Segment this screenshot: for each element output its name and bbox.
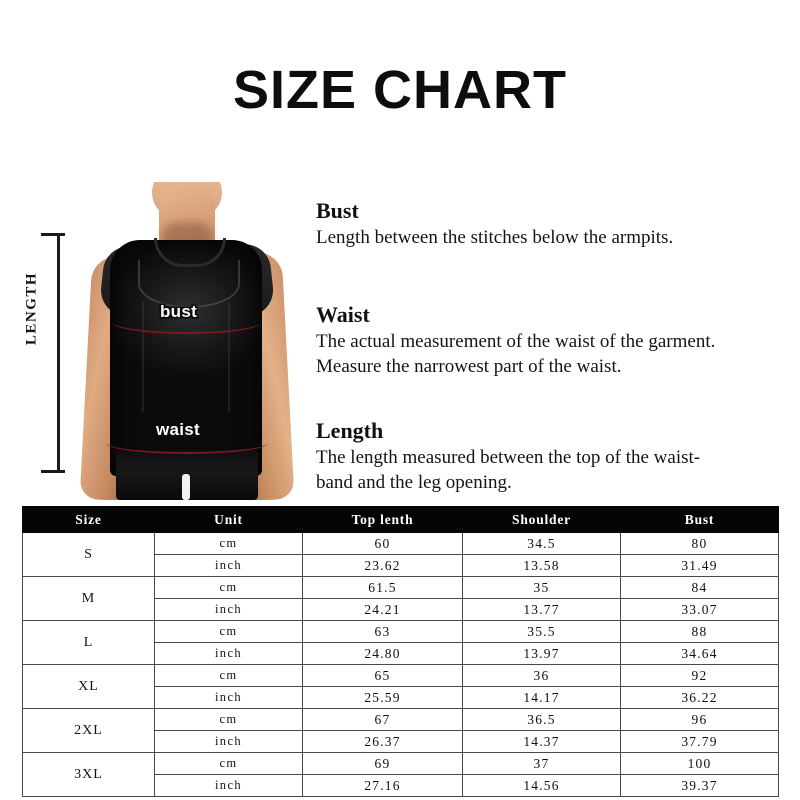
description-length-heading: Length [316, 418, 384, 443]
page-title: SIZE CHART [233, 60, 567, 120]
cell-top-lenth: 26.37 [302, 730, 463, 753]
length-axis-label: LENGTH [23, 271, 40, 346]
cell-shoulder: 36.5 [462, 708, 621, 731]
cell-unit: inch [154, 598, 303, 621]
cell-top-lenth: 61.5 [302, 576, 463, 599]
column-header-size: Size [22, 506, 155, 533]
cell-bust: 92 [620, 664, 779, 687]
table-row: 2XL cm 67 36.5 96 [22, 708, 779, 753]
table-row: XL cm 65 36 92 [22, 664, 779, 709]
cell-bust: 33.07 [620, 598, 779, 621]
length-measure-bracket [38, 233, 65, 473]
cell-unit: cm [154, 708, 303, 731]
cell-shoulder: 35 [462, 576, 621, 599]
cell-unit: inch [154, 774, 303, 797]
column-header-unit: Unit [154, 506, 303, 533]
cell-unit: inch [154, 554, 303, 577]
bust-measure-line [112, 310, 262, 334]
cell-size: 3XL [22, 752, 155, 797]
cell-bust: 80 [620, 532, 779, 555]
cell-unit: inch [154, 686, 303, 709]
column-header-shoulder: Shoulder [462, 506, 621, 533]
cell-top-lenth: 67 [302, 708, 463, 731]
cell-top-lenth: 24.80 [302, 642, 463, 665]
cell-bust: 39.37 [620, 774, 779, 797]
cell-bust: 36.22 [620, 686, 779, 709]
column-header-top-lenth: Top lenth [302, 506, 463, 533]
bust-label: bust [160, 302, 198, 321]
description-waist: Waist The actual measurement of the wais… [316, 302, 786, 379]
cell-unit: cm [154, 752, 303, 775]
cell-top-lenth: 24.21 [302, 598, 463, 621]
length-bracket-bottom-tick [41, 470, 65, 473]
description-waist-heading: Waist [316, 302, 370, 327]
table-header-row: Size Unit Top lenth Shoulder Bust [22, 506, 779, 533]
cell-top-lenth: 60 [302, 532, 463, 555]
cell-unit: inch [154, 730, 303, 753]
cell-bust: 34.64 [620, 642, 779, 665]
length-bracket-stem [57, 233, 60, 473]
cell-unit: cm [154, 664, 303, 687]
cell-shoulder: 14.37 [462, 730, 621, 753]
cell-size: M [22, 576, 155, 621]
garment-right-panel-seam [228, 302, 230, 412]
description-waist-line-2: Measure the narrowest part of the waist. [316, 355, 622, 377]
cell-size: 2XL [22, 708, 155, 753]
garment-chevron-seam [138, 260, 240, 308]
cell-top-lenth: 27.16 [302, 774, 463, 797]
cell-bust: 84 [620, 576, 779, 599]
waist-label: waist [156, 420, 201, 439]
description-bust-heading: Bust [316, 198, 359, 223]
table-row: 3XL cm 69 37 100 [22, 752, 779, 797]
cell-shoulder: 13.77 [462, 598, 621, 621]
garment-left-panel-seam [142, 302, 144, 412]
cell-unit: cm [154, 620, 303, 643]
table-row: inch 24.21 13.77 33.07 [23, 598, 779, 621]
table-header: Size Unit Top lenth Shoulder Bust [22, 506, 779, 533]
table-row: inch 26.37 14.37 37.79 [23, 730, 779, 753]
cell-top-lenth: 23.62 [302, 554, 463, 577]
model-leg-gap [182, 474, 190, 500]
cell-unit: inch [154, 642, 303, 665]
model-photo: bust waist [66, 182, 304, 500]
cell-shoulder: 37 [462, 752, 621, 775]
cell-size: XL [22, 664, 155, 709]
cell-shoulder: 13.97 [462, 642, 621, 665]
cell-shoulder: 14.56 [462, 774, 621, 797]
description-waist-line-1: The actual measurement of the waist of t… [316, 330, 716, 352]
waist-measure-line [106, 432, 268, 454]
cell-top-lenth: 69 [302, 752, 463, 775]
cell-shoulder: 13.58 [462, 554, 621, 577]
cell-shoulder: 14.17 [462, 686, 621, 709]
cell-bust: 31.49 [620, 554, 779, 577]
cell-unit: cm [154, 532, 303, 555]
description-bust-line-1: Length between the stitches below the ar… [316, 226, 674, 248]
cell-top-lenth: 63 [302, 620, 463, 643]
description-length-line-2: band and the leg opening. [316, 471, 512, 493]
cell-bust: 96 [620, 708, 779, 731]
cell-size: L [22, 620, 155, 665]
description-length: Length The length measured between the t… [316, 418, 786, 495]
cell-shoulder: 35.5 [462, 620, 621, 643]
cell-top-lenth: 65 [302, 664, 463, 687]
table-row: inch 27.16 14.56 39.37 [23, 774, 779, 797]
cell-unit: cm [154, 576, 303, 599]
column-header-bust: Bust [620, 506, 779, 533]
cell-size: S [22, 532, 155, 577]
cell-top-lenth: 25.59 [302, 686, 463, 709]
description-length-line-1: The length measured between the top of t… [316, 446, 701, 468]
cell-bust: 100 [620, 752, 779, 775]
cell-bust: 37.79 [620, 730, 779, 753]
cell-shoulder: 34.5 [462, 532, 621, 555]
length-bracket-top-tick [41, 233, 65, 236]
cell-bust: 88 [620, 620, 779, 643]
cell-shoulder: 36 [462, 664, 621, 687]
description-bust: Bust Length between the stitches below t… [316, 198, 786, 251]
